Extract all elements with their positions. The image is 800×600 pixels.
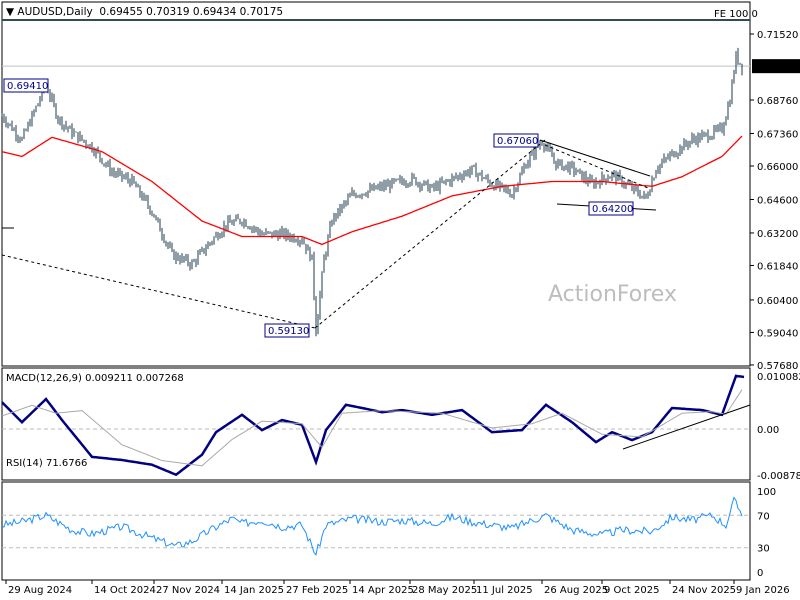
y-tick-label: 0.64600 xyxy=(757,195,798,206)
macd-tick-label: 0.010082 xyxy=(757,372,800,383)
current-price-box xyxy=(752,59,800,74)
x-tick-label: 26 Aug 2025 xyxy=(544,585,608,596)
y-tick-label: 0.67360 xyxy=(757,129,798,140)
x-tick-label: 14 Jan 2025 xyxy=(224,585,284,596)
macd-header: MACD(12,26,9) 0.009211 0.007268 xyxy=(6,373,184,384)
y-tick-label: 0.71520 xyxy=(757,30,798,41)
x-tick-label: 9 Jan 2026 xyxy=(736,585,790,596)
price-annotation-box xyxy=(3,78,49,93)
price-annotation-label: 0.67060 xyxy=(497,136,538,147)
y-tick-label: 0.63200 xyxy=(757,229,798,240)
price-annotation-box xyxy=(264,323,310,338)
chart-title: ▼ AUDUSD,Daily 0.69455 0.70319 0.69434 0… xyxy=(6,6,283,18)
y-tick-label: 0.57680 xyxy=(757,361,798,372)
macd-tick-label: 0.00 xyxy=(757,425,779,436)
x-tick-label: 11 Jul 2025 xyxy=(476,585,533,596)
current-price-label: 0.70175 xyxy=(757,62,798,73)
y-tick-label: 0.61840 xyxy=(757,261,798,272)
dashed-trendline xyxy=(1,254,316,329)
dashed-trendline xyxy=(544,144,649,189)
dashed-trendline xyxy=(314,139,546,329)
x-tick-label: 28 May 2025 xyxy=(412,585,477,596)
x-tick-label: 9 Oct 2025 xyxy=(604,585,659,596)
rsi-tick-label: 30 xyxy=(757,544,770,555)
rsi-tick-label: 100 xyxy=(757,487,776,498)
x-tick-label: 27 Feb 2025 xyxy=(286,585,348,596)
x-tick-label: 14 Apr 2025 xyxy=(352,585,414,596)
price-annotation-box xyxy=(588,201,634,216)
macd-trendline xyxy=(622,404,751,450)
price-annotation-box xyxy=(493,133,539,148)
x-tick-label: 27 Nov 2024 xyxy=(156,585,220,596)
collapse-triangle-icon[interactable]: ▼ xyxy=(6,6,15,18)
rsi-header: RSI(14) 71.6766 xyxy=(6,458,88,469)
signal-line xyxy=(1,389,743,467)
y-tick-label: 0.66000 xyxy=(757,162,798,173)
y-tick-label: 0.60400 xyxy=(757,296,798,307)
fe-label: FE 100.0 xyxy=(714,9,758,20)
symbol-label: AUDUSD,Daily xyxy=(17,6,93,18)
watermark: ActionForex xyxy=(548,282,677,307)
price-annotation-label: 0.64200 xyxy=(592,204,633,215)
x-tick-label: 24 Nov 2025 xyxy=(672,585,736,596)
rsi-line xyxy=(1,496,743,557)
macd-tick-label: -0.008785 xyxy=(757,471,800,482)
triangle-upper-line xyxy=(539,139,651,177)
rsi-tick-label: 70 xyxy=(757,511,770,522)
price-annotation-label: 0.59130 xyxy=(268,326,309,337)
panel-frame xyxy=(1,1,751,367)
x-tick-label: 29 Aug 2024 xyxy=(8,585,72,596)
y-tick-label: 0.68760 xyxy=(757,96,798,107)
x-tick-label: 14 Oct 2024 xyxy=(94,585,156,596)
y-tick-label: 0.59040 xyxy=(757,328,798,339)
panel-frame xyxy=(1,367,751,481)
price-annotation-label: 0.69410 xyxy=(7,81,48,92)
panel-frame xyxy=(1,481,751,581)
ohlc-values: 0.69455 0.70319 0.69434 0.70175 xyxy=(99,6,284,18)
rsi-tick-label: 0 xyxy=(757,568,763,579)
moving-average-line xyxy=(1,135,743,246)
macd-line xyxy=(1,374,745,477)
